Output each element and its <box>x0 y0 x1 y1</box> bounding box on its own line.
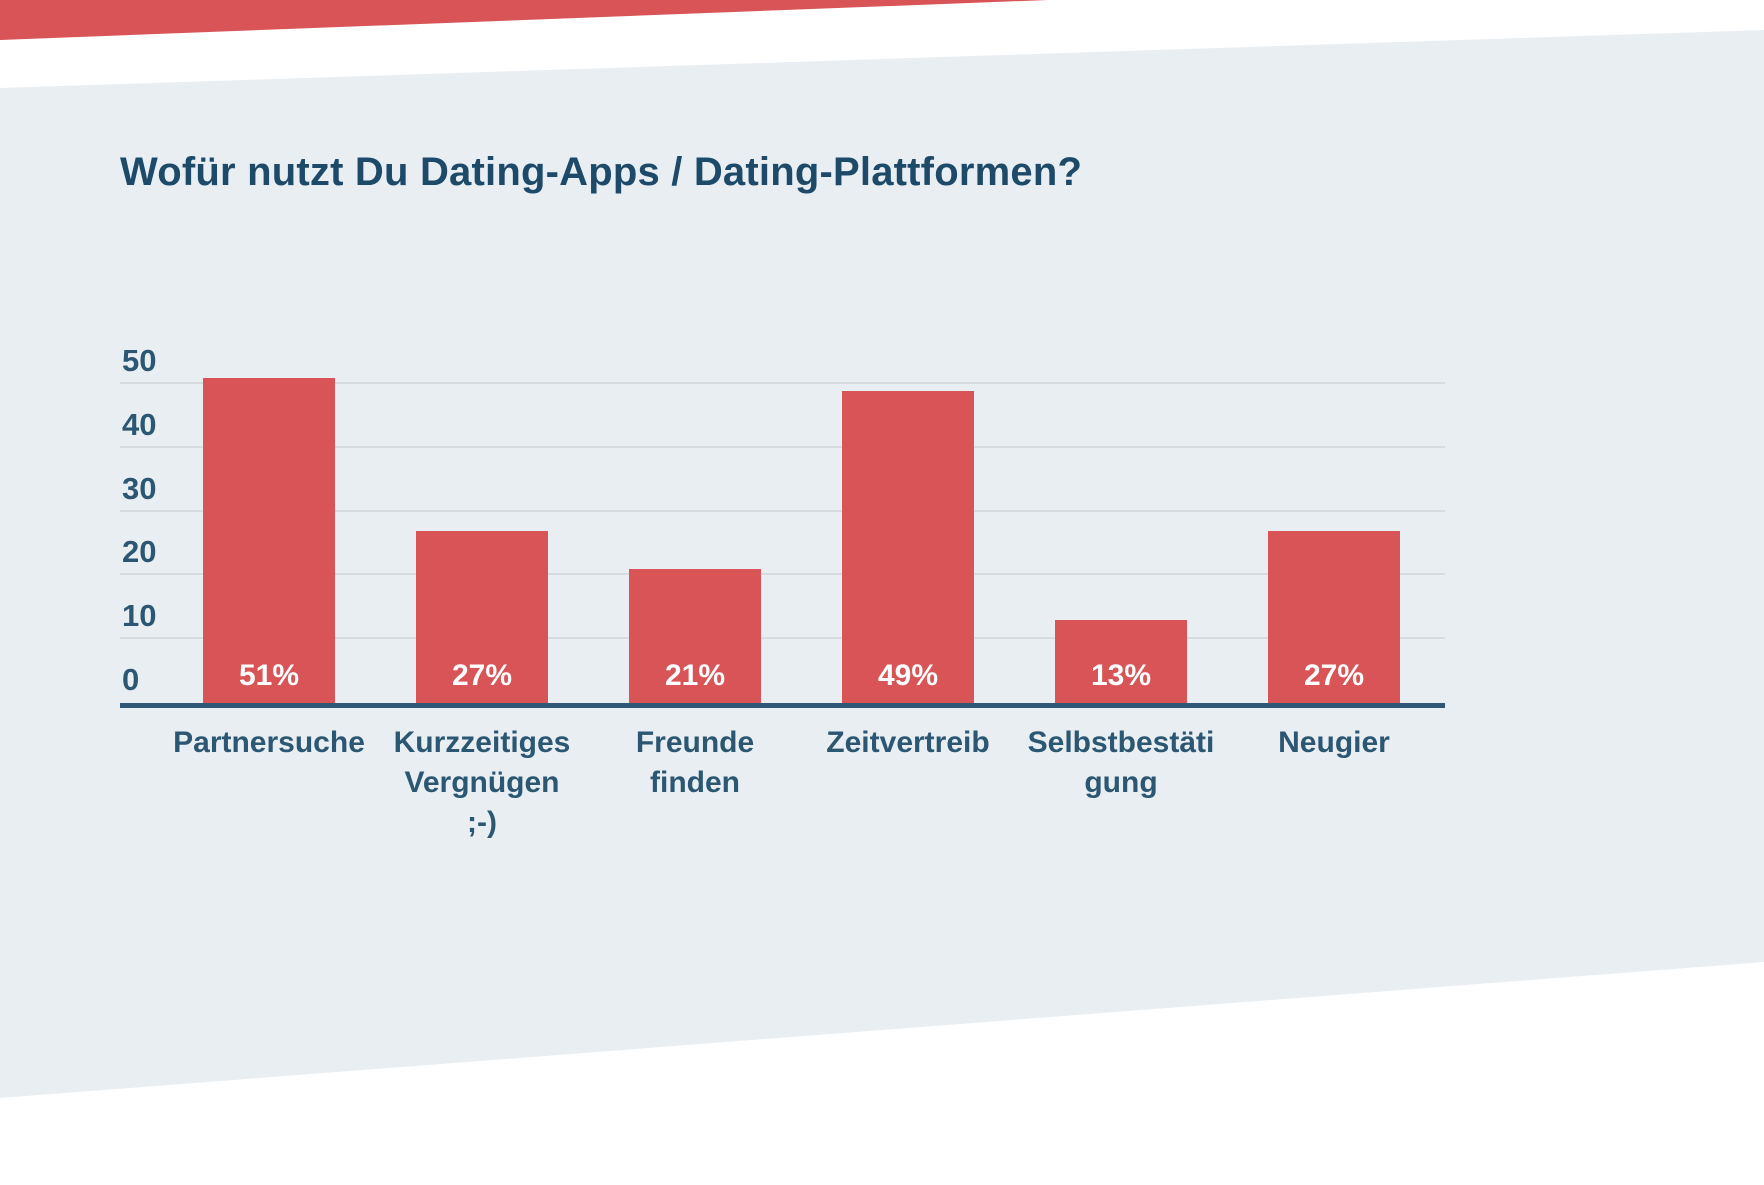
bar-6: 27% <box>1268 531 1400 703</box>
category-label: Neugier <box>1278 726 1390 759</box>
gridline <box>120 509 1445 512</box>
category-label: Selbstbestäti gung <box>1027 726 1215 799</box>
gridline <box>120 637 1445 640</box>
top-red-accent-stripe <box>0 0 1048 40</box>
y-axis-tick-label: 10 <box>122 598 157 634</box>
bar-value-label: 49% <box>877 659 939 692</box>
bar-value-label: 21% <box>664 659 726 692</box>
chart-title: Wofür nutzt Du Dating-Apps / Dating-Plat… <box>120 150 1083 194</box>
plot-area: 0 10 20 30 40 50 51% 27% 21% 49% 13% 27% <box>120 345 1445 703</box>
bar-chart: 0 10 20 30 40 50 51% 27% 21% 49% 13% 27% Partnersuc… <box>120 345 1445 865</box>
y-axis-tick-label: 20 <box>122 534 157 570</box>
y-axis-tick-label: 0 <box>122 662 140 697</box>
gridline <box>120 573 1445 576</box>
bar-value-label: 27% <box>1303 659 1365 692</box>
x-axis-line <box>120 703 1445 708</box>
bar-value-label: 13% <box>1090 659 1152 692</box>
bar-3: 21% <box>629 569 761 703</box>
y-axis-tick-label: 50 <box>122 343 157 379</box>
bar-1: 51% <box>203 378 335 703</box>
gridline <box>120 382 1445 385</box>
category-label: Partnersuche <box>173 726 365 759</box>
y-axis-tick-label: 30 <box>122 470 157 506</box>
category-label: Zeitvertreib <box>826 726 990 759</box>
bar-2: 27% <box>416 531 548 703</box>
category-label: Freunde finden <box>635 726 755 799</box>
bar-5: 13% <box>1055 620 1187 703</box>
y-axis-tick-label: 40 <box>122 406 157 442</box>
category-label: Kurzzeitiges Vergnügen ;-) <box>393 726 571 839</box>
bar-value-label: 51% <box>238 659 300 692</box>
bar-4: 49% <box>842 391 974 703</box>
bar-value-label: 27% <box>451 659 513 692</box>
gridline <box>120 445 1445 448</box>
